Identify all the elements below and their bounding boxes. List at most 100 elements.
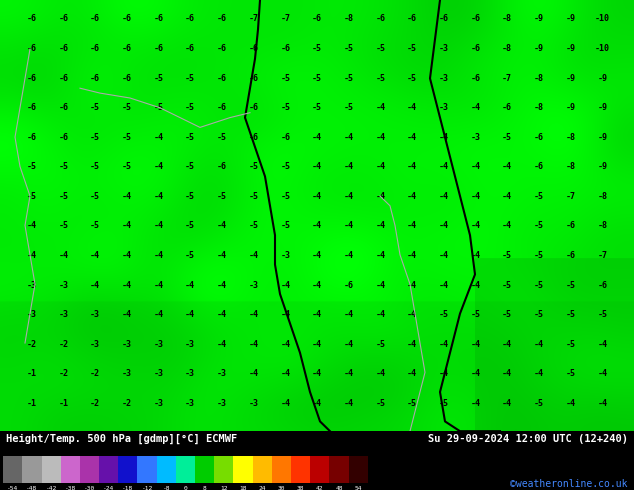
Text: -6: -6 bbox=[185, 15, 195, 24]
Text: 18: 18 bbox=[239, 486, 247, 490]
Text: -3: -3 bbox=[217, 369, 227, 378]
Text: -4: -4 bbox=[470, 221, 481, 230]
Text: -3: -3 bbox=[217, 399, 227, 408]
Text: -4: -4 bbox=[122, 281, 132, 290]
Text: -6: -6 bbox=[566, 221, 576, 230]
Text: -5: -5 bbox=[280, 162, 290, 171]
Text: -4: -4 bbox=[217, 281, 227, 290]
Text: -4: -4 bbox=[344, 192, 354, 201]
Text: -4: -4 bbox=[502, 162, 512, 171]
Text: -8: -8 bbox=[162, 486, 170, 490]
Text: 42: 42 bbox=[316, 486, 323, 490]
Text: -4: -4 bbox=[344, 369, 354, 378]
Text: -4: -4 bbox=[249, 310, 259, 319]
Text: -4: -4 bbox=[312, 281, 322, 290]
Text: -5: -5 bbox=[534, 310, 544, 319]
Text: -6: -6 bbox=[407, 15, 417, 24]
Text: -6: -6 bbox=[217, 15, 227, 24]
Text: -4: -4 bbox=[249, 369, 259, 378]
Bar bbox=[233, 456, 252, 483]
Text: -5: -5 bbox=[312, 44, 322, 53]
Text: -5: -5 bbox=[566, 310, 576, 319]
Text: -6: -6 bbox=[566, 251, 576, 260]
Text: -9: -9 bbox=[597, 133, 607, 142]
Text: -5: -5 bbox=[185, 162, 195, 171]
Text: -4: -4 bbox=[534, 340, 544, 349]
Text: -5: -5 bbox=[249, 221, 259, 230]
Text: -6: -6 bbox=[90, 74, 100, 83]
Text: -6: -6 bbox=[122, 74, 132, 83]
Text: -6: -6 bbox=[470, 74, 481, 83]
Text: -4: -4 bbox=[122, 251, 132, 260]
Text: -9: -9 bbox=[597, 162, 607, 171]
Text: -3: -3 bbox=[27, 281, 37, 290]
Text: -6: -6 bbox=[249, 44, 259, 53]
Text: -4: -4 bbox=[597, 340, 607, 349]
Text: -6: -6 bbox=[153, 44, 164, 53]
Text: -8: -8 bbox=[502, 44, 512, 53]
Text: -4: -4 bbox=[439, 251, 449, 260]
Text: -3: -3 bbox=[153, 399, 164, 408]
Text: -3: -3 bbox=[439, 44, 449, 53]
Text: 48: 48 bbox=[335, 486, 343, 490]
Text: 24: 24 bbox=[259, 486, 266, 490]
Text: -7: -7 bbox=[566, 192, 576, 201]
Text: -4: -4 bbox=[58, 251, 68, 260]
Text: -5: -5 bbox=[566, 369, 576, 378]
Text: -6: -6 bbox=[344, 281, 354, 290]
Text: Height/Temp. 500 hPa [gdmp][°C] ECMWF: Height/Temp. 500 hPa [gdmp][°C] ECMWF bbox=[6, 434, 238, 444]
Text: -5: -5 bbox=[344, 44, 354, 53]
Text: -4: -4 bbox=[153, 221, 164, 230]
Text: -4: -4 bbox=[217, 251, 227, 260]
Text: -5: -5 bbox=[534, 251, 544, 260]
Text: -5: -5 bbox=[534, 221, 544, 230]
Text: -5: -5 bbox=[217, 192, 227, 201]
Text: -12: -12 bbox=[141, 486, 153, 490]
Text: -5: -5 bbox=[122, 162, 132, 171]
Text: -5: -5 bbox=[249, 192, 259, 201]
Text: -9: -9 bbox=[534, 15, 544, 24]
Text: -6: -6 bbox=[27, 133, 37, 142]
Text: -4: -4 bbox=[470, 103, 481, 112]
Text: -6: -6 bbox=[217, 44, 227, 53]
Text: -3: -3 bbox=[58, 310, 68, 319]
Text: -5: -5 bbox=[185, 192, 195, 201]
Text: -5: -5 bbox=[470, 310, 481, 319]
Text: -3: -3 bbox=[185, 340, 195, 349]
Text: -4: -4 bbox=[407, 221, 417, 230]
Text: -4: -4 bbox=[153, 162, 164, 171]
Text: -3: -3 bbox=[249, 399, 259, 408]
Text: -4: -4 bbox=[375, 251, 385, 260]
Text: -6: -6 bbox=[280, 44, 290, 53]
Text: -6: -6 bbox=[439, 15, 449, 24]
Text: -4: -4 bbox=[597, 369, 607, 378]
Text: -6: -6 bbox=[58, 15, 68, 24]
Text: -3: -3 bbox=[249, 281, 259, 290]
Text: -5: -5 bbox=[90, 162, 100, 171]
Text: -4: -4 bbox=[439, 162, 449, 171]
Text: -8: -8 bbox=[597, 221, 607, 230]
Text: -5: -5 bbox=[90, 192, 100, 201]
Text: -2: -2 bbox=[122, 399, 132, 408]
Text: -4: -4 bbox=[312, 340, 322, 349]
Text: -4: -4 bbox=[470, 399, 481, 408]
Text: -4: -4 bbox=[502, 399, 512, 408]
Text: -6: -6 bbox=[249, 103, 259, 112]
Text: -5: -5 bbox=[502, 133, 512, 142]
Bar bbox=[138, 456, 157, 483]
Text: 12: 12 bbox=[220, 486, 228, 490]
Text: -5: -5 bbox=[534, 192, 544, 201]
Text: -5: -5 bbox=[534, 281, 544, 290]
Text: -6: -6 bbox=[90, 44, 100, 53]
Text: -6: -6 bbox=[185, 44, 195, 53]
Text: -4: -4 bbox=[27, 251, 37, 260]
Text: -4: -4 bbox=[153, 192, 164, 201]
Text: -4: -4 bbox=[153, 310, 164, 319]
Text: -5: -5 bbox=[90, 103, 100, 112]
Text: -5: -5 bbox=[58, 192, 68, 201]
Text: -4: -4 bbox=[122, 221, 132, 230]
Text: -5: -5 bbox=[185, 221, 195, 230]
Text: -5: -5 bbox=[90, 221, 100, 230]
Text: -4: -4 bbox=[375, 192, 385, 201]
Text: -4: -4 bbox=[407, 162, 417, 171]
